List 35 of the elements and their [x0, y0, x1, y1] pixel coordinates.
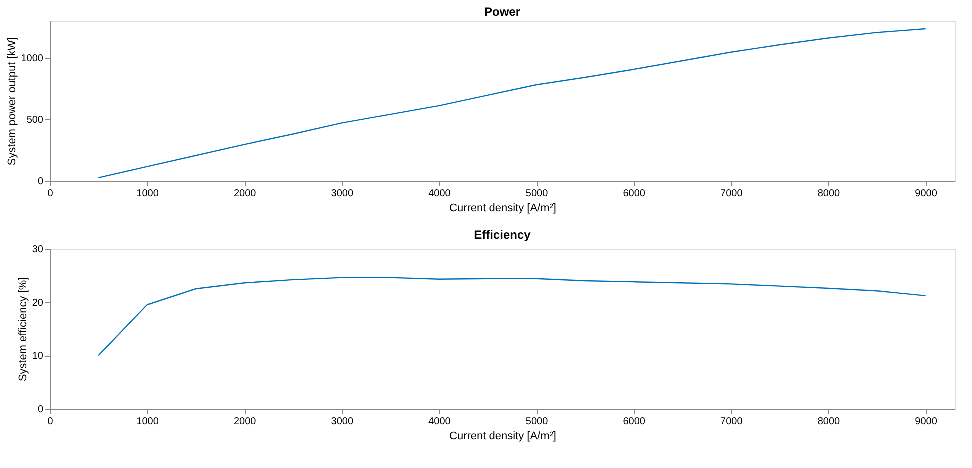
y-tick-label: 0 — [38, 176, 44, 188]
x-tick-label: 4000 — [428, 188, 452, 200]
x-tick-label: 2000 — [234, 416, 257, 428]
y-tick-label: 30 — [32, 244, 44, 256]
x-tick-label: 7000 — [720, 416, 744, 428]
x-tick-label: 7000 — [720, 188, 744, 200]
x-tick-label: 6000 — [623, 188, 646, 200]
line-series — [98, 277, 926, 356]
y-tick-label: 10 — [32, 351, 44, 362]
chart-title: Power — [484, 5, 521, 19]
x-tick-label: 5000 — [526, 188, 549, 200]
x-tick-label: 8000 — [818, 188, 841, 200]
x-tick-label: 9000 — [915, 416, 938, 428]
x-axis-title: Current density [A/m²] — [450, 430, 556, 442]
y-axis-title: System efficiency [%] — [17, 277, 30, 382]
x-tick-label: 0 — [48, 188, 54, 200]
x-tick-label: 9000 — [915, 188, 938, 200]
x-tick-label: 0 — [48, 416, 54, 428]
x-tick-label: 1000 — [136, 416, 160, 428]
x-tick-label: 6000 — [623, 416, 646, 428]
y-tick-label: 500 — [26, 114, 44, 126]
y-tick-label: 1000 — [21, 53, 44, 64]
x-tick-label: 3000 — [331, 416, 354, 428]
chart-title: Efficiency — [474, 228, 532, 242]
x-axis-title: Current density [A/m²] — [450, 202, 556, 214]
y-tick-label: 0 — [38, 404, 44, 416]
x-tick-label: 3000 — [331, 188, 354, 200]
y-axis-title: System power output [kW] — [6, 37, 18, 166]
line-series — [98, 28, 926, 179]
x-tick-label: 8000 — [818, 416, 841, 428]
x-tick-label: 2000 — [234, 188, 257, 200]
x-tick-label: 5000 — [526, 416, 549, 428]
x-tick-label: 4000 — [428, 416, 452, 428]
x-tick-label: 1000 — [136, 188, 160, 200]
y-tick-label: 20 — [32, 298, 44, 309]
